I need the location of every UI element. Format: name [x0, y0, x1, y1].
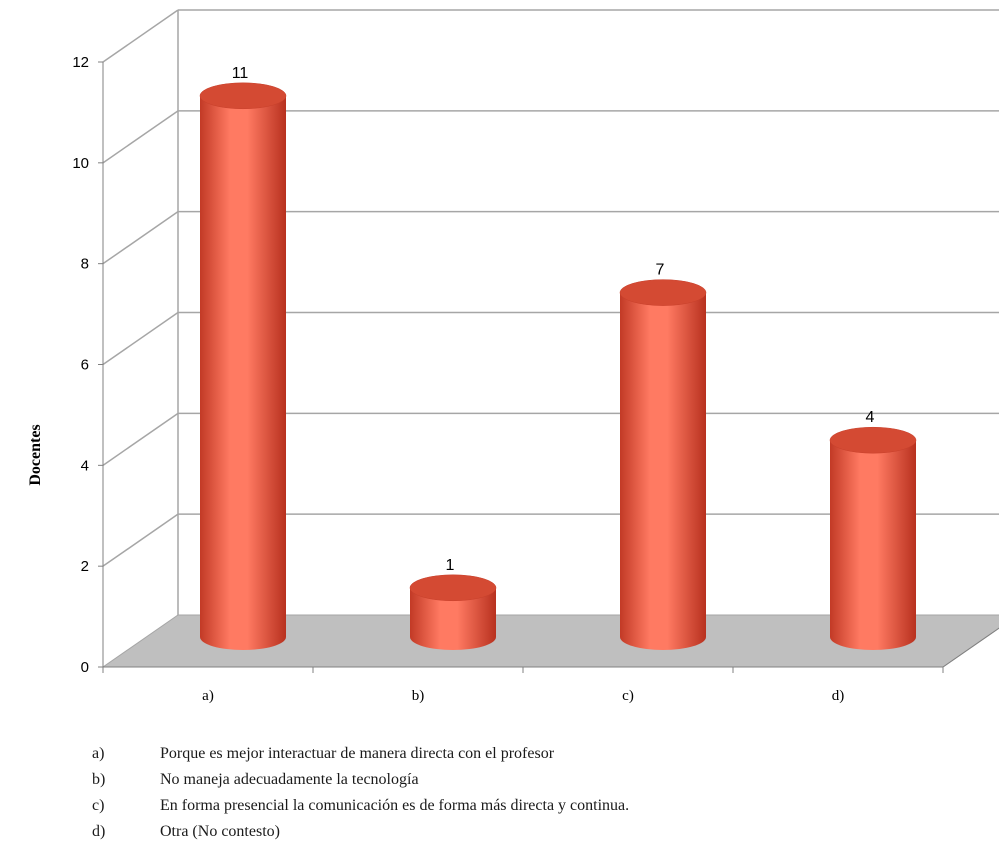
- y-axis-title: Docentes: [27, 424, 44, 485]
- y-tick-label: 4: [81, 457, 89, 474]
- legend-key: c): [92, 797, 105, 814]
- bar-top: [619, 279, 707, 306]
- legend-item: b) No maneja adecuadamente la tecnología: [92, 767, 629, 793]
- bar: [829, 426, 917, 650]
- y-axis: 0 2 4 6 8 10 12: [72, 54, 104, 676]
- bar-top: [409, 574, 497, 602]
- x-axis-depth-edge: [942, 627, 999, 668]
- bar-body: [830, 440, 916, 650]
- legend-item: a) Porque es mejor interactuar de manera …: [92, 741, 629, 767]
- data-label: 11: [232, 65, 249, 82]
- chart-walls: [102, 9, 999, 615]
- bar: [409, 574, 497, 650]
- bar-top: [829, 426, 917, 454]
- gridline-side: [102, 110, 179, 164]
- legend-text: No maneja adecuadamente la tecnología: [160, 771, 419, 788]
- x-tick-label: c): [622, 688, 634, 704]
- y-tick-label: 12: [72, 54, 89, 71]
- y-tick-label: 10: [72, 155, 89, 172]
- y-tick-label: 2: [81, 558, 89, 575]
- gridline-side: [102, 211, 179, 265]
- x-axis: a) b) c) d): [102, 627, 999, 704]
- bar-body: [410, 587, 496, 650]
- gridline-side: [102, 412, 179, 466]
- y-tick-label: 0: [81, 659, 89, 676]
- legend-key: b): [92, 771, 106, 788]
- legend-item: c) En forma presencial la comunicación es…: [92, 793, 629, 819]
- legend-text: Otra (No contesto): [160, 823, 280, 840]
- bar-top: [199, 82, 287, 110]
- bar-body: [620, 292, 706, 650]
- data-label: 1: [446, 557, 455, 574]
- y-tick-label: 8: [81, 256, 89, 273]
- legend-key: a): [92, 745, 105, 762]
- gridline-side: [102, 311, 179, 366]
- legend-key: d): [92, 823, 106, 840]
- x-tick-label: b): [412, 688, 425, 704]
- bar-body: [200, 95, 286, 651]
- legend-text: En forma presencial la comunicación es d…: [160, 797, 630, 814]
- x-tick-label: a): [202, 688, 214, 704]
- data-label: 4: [866, 409, 875, 426]
- x-tick-label: d): [832, 688, 845, 704]
- bar: [619, 279, 707, 650]
- gridline-side: [102, 9, 179, 63]
- legend-text: Porque es mejor interactuar de manera di…: [160, 745, 555, 762]
- gridline-side: [102, 513, 179, 567]
- data-label: 7: [656, 262, 665, 279]
- legend-item: d) Otra (No contesto): [92, 819, 629, 845]
- category-legend: a) Porque es mejor interactuar de manera …: [92, 741, 629, 845]
- y-tick-label: 6: [81, 357, 89, 374]
- bar: [199, 82, 287, 651]
